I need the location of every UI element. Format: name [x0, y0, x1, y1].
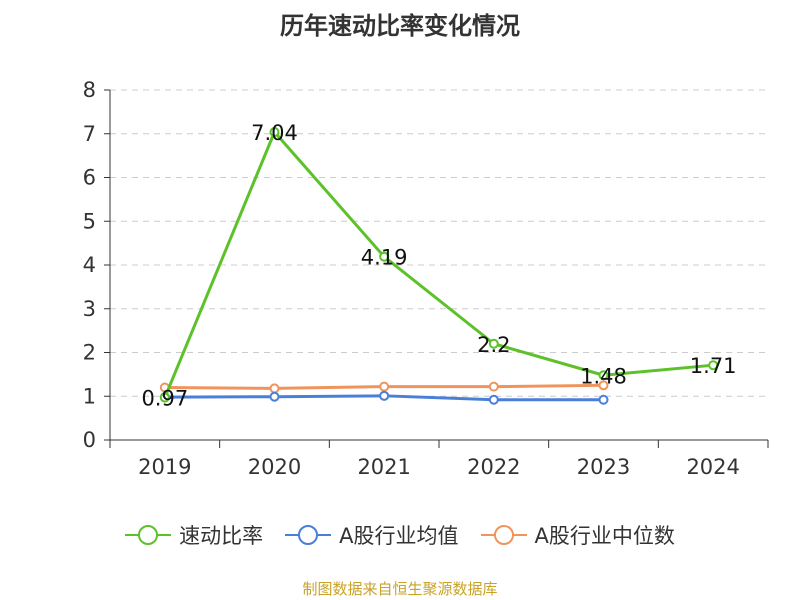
y-tick-label: 4: [83, 253, 96, 277]
data-source-note: 制图数据来自恒生聚源数据库: [302, 580, 498, 598]
x-tick-label: 2024: [686, 455, 739, 479]
data-label: 1.48: [580, 364, 627, 388]
y-tick-label: 1: [83, 384, 96, 408]
x-tick-label: 2019: [138, 455, 191, 479]
data-point: [269, 391, 280, 402]
data-point: [708, 360, 719, 371]
data-point: [488, 381, 499, 392]
y-tick-label: 2: [83, 341, 96, 365]
data-label: 4.19: [361, 246, 408, 270]
y-tick-label: 3: [83, 297, 96, 321]
y-tick-label: 5: [83, 209, 96, 233]
data-point: [159, 392, 170, 403]
axis-layer: 0 1 2 3 4 5 6 7 8 2019 2020 2021 2022 2023 2024: [83, 78, 769, 479]
data-label: 2.2: [477, 333, 510, 357]
y-tick-label: 0: [83, 428, 96, 452]
x-tick-label: 2020: [248, 455, 301, 479]
series-line: [163, 130, 714, 399]
legend-item-quick-ratio[interactable]: 速动比率: [125, 520, 263, 550]
data-point: [598, 370, 609, 381]
legend-line-icon: [285, 525, 332, 545]
data-point: [488, 394, 499, 405]
legend-item-industry-mean[interactable]: A股行业均值: [285, 520, 459, 550]
legend-item-industry-median[interactable]: A股行业中位数: [480, 520, 675, 550]
data-point: [598, 380, 609, 391]
data-point: [488, 338, 499, 349]
data-point: [269, 383, 280, 394]
legend-line-icon: [125, 525, 172, 545]
x-tick-label: 2023: [577, 455, 630, 479]
legend-label-quick-ratio: 速动比率: [179, 524, 264, 548]
grid-layer: [110, 89, 768, 397]
data-point: [379, 390, 390, 401]
data-label: 1.71: [690, 354, 737, 378]
y-tick-label: 7: [83, 122, 96, 146]
y-tick-label: 6: [83, 166, 96, 190]
legend: 速动比率 A股行业均值 A股行业中位数: [0, 520, 800, 550]
data-label: 0.97: [141, 387, 188, 411]
data-point: [269, 127, 280, 137]
data-point: [379, 381, 390, 392]
y-tick-label: 8: [83, 78, 96, 102]
data-point: [598, 394, 609, 405]
x-tick-label: 2021: [357, 455, 410, 479]
data-label: 7.04: [251, 121, 298, 145]
series-layer: [159, 127, 719, 405]
legend-label-industry-mean: A股行业均值: [339, 524, 459, 548]
label-layer: 0.97 7.04 4.19 2.2 1.48 1.71: [141, 121, 736, 411]
x-tick-label: 2022: [467, 455, 520, 479]
chart-title: 历年速动比率变化情况: [280, 12, 520, 40]
legend-label-industry-median: A股行业中位数: [534, 524, 675, 548]
legend-line-icon: [480, 525, 527, 545]
data-point: [379, 251, 390, 262]
